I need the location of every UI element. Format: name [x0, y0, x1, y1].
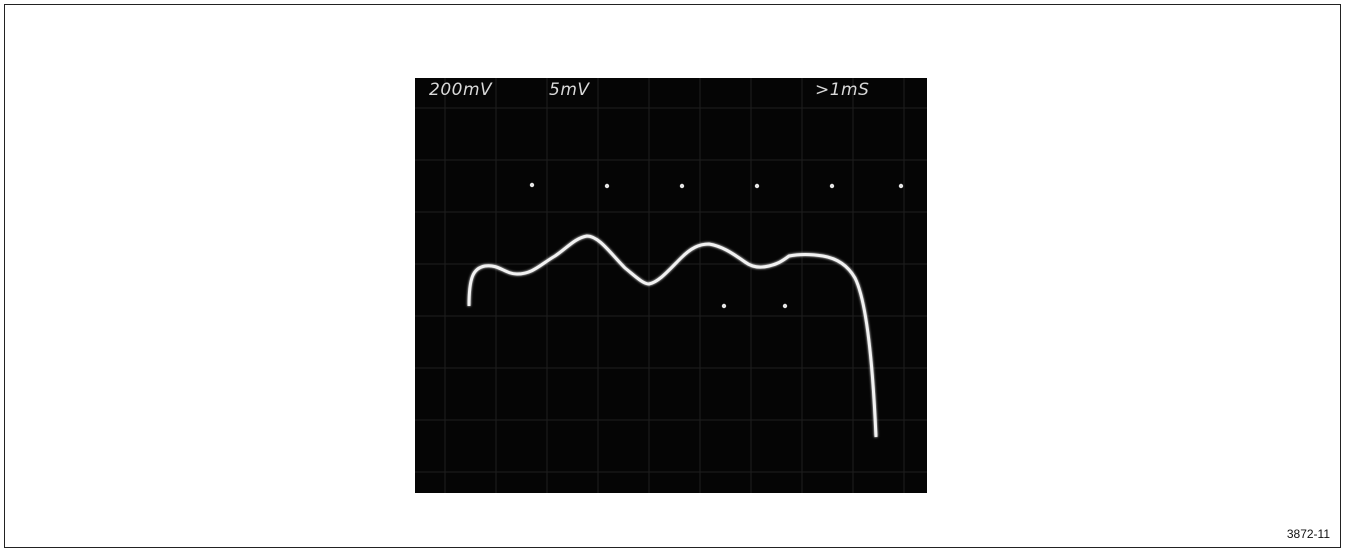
figure-id-label: 3872-11 [1286, 527, 1330, 541]
graticule [415, 78, 927, 493]
channel2-scale-readout: 5mV [549, 80, 590, 100]
figure-frame: 200mV 5mV >1mS 3872-11 [4, 4, 1341, 548]
waveform-trace [467, 234, 878, 438]
scope-display [415, 78, 927, 493]
reference-markers [529, 182, 904, 309]
oscilloscope-screen: 200mV 5mV >1mS [415, 78, 927, 493]
timebase-readout: >1mS [815, 80, 870, 100]
channel1-scale-readout: 200mV [429, 80, 493, 100]
